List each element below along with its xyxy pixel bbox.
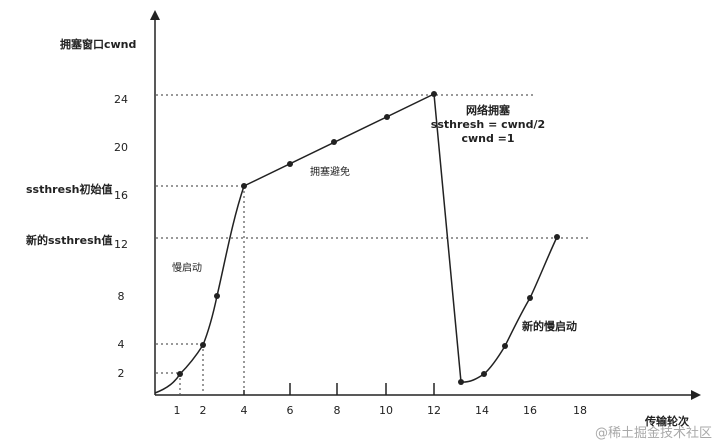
axis-labels: 拥塞窗口cwnd 传输轮次	[60, 37, 689, 428]
y-tick-label: 2	[118, 367, 125, 380]
data-point	[431, 91, 437, 97]
x-tick-label: 12	[427, 404, 441, 417]
data-point	[527, 295, 533, 301]
congestion-note-line-3: cwnd =1	[461, 132, 514, 145]
x-tick-label: 1	[174, 404, 181, 417]
congestion-note-line-2: ssthresh = cwnd/2	[431, 118, 545, 131]
y-tick-labels: 2 4 8 12 16 20 24	[114, 93, 128, 380]
axes	[150, 10, 701, 400]
y-tick-label: 8	[118, 290, 125, 303]
guide-lines	[156, 94, 590, 394]
x-tick-label: 18	[573, 404, 587, 417]
y-axis-label: 拥塞窗口cwnd	[60, 37, 136, 51]
y-axis-arrow	[150, 10, 160, 20]
x-tick-label: 10	[379, 404, 393, 417]
data-point	[554, 234, 560, 240]
x-axis-arrow	[691, 390, 701, 400]
data-point	[502, 343, 508, 349]
y-tick-label: 4	[118, 338, 125, 351]
data-point	[331, 139, 337, 145]
new-slow-start-label: 新的慢启动	[522, 319, 577, 333]
ssthresh-new-label: 新的ssthresh值	[26, 233, 112, 247]
y-tick-label: 12	[114, 238, 128, 251]
slow-start-label: 慢启动	[172, 261, 202, 274]
data-point	[200, 342, 206, 348]
x-tick-label: 8	[334, 404, 341, 417]
x-tick-labels: 1 2 4 6 8 10 12 14 16 18	[174, 404, 588, 417]
data-point	[177, 371, 183, 377]
data-point	[384, 114, 390, 120]
x-tick-label: 2	[200, 404, 207, 417]
congestion-note-line-1: 网络拥塞	[466, 103, 511, 117]
x-tick-label: 14	[475, 404, 489, 417]
x-ticks	[243, 383, 435, 395]
x-tick-label: 6	[287, 404, 294, 417]
x-tick-label: 4	[241, 404, 248, 417]
congestion-avoidance-label: 拥塞避免	[310, 165, 350, 178]
data-points	[177, 91, 560, 385]
y-tick-label: 20	[114, 141, 128, 154]
y-tick-label: 24	[114, 93, 128, 106]
data-point	[287, 161, 293, 167]
y-markers: ssthresh初始值 新的ssthresh值	[26, 182, 112, 247]
data-point	[241, 183, 247, 189]
ssthresh-initial-label: ssthresh初始值	[26, 182, 112, 196]
x-axis-label: 传输轮次	[644, 414, 689, 428]
data-point	[214, 293, 220, 299]
x-tick-label: 16	[523, 404, 537, 417]
y-tick-label: 16	[114, 189, 128, 202]
data-point	[458, 379, 464, 385]
annotations: 慢启动 拥塞避免 新的慢启动 网络拥塞 ssthresh = cwnd/2 cw…	[172, 103, 577, 333]
data-point	[481, 371, 487, 377]
watermark: @稀土掘金技术社区	[594, 426, 712, 441]
